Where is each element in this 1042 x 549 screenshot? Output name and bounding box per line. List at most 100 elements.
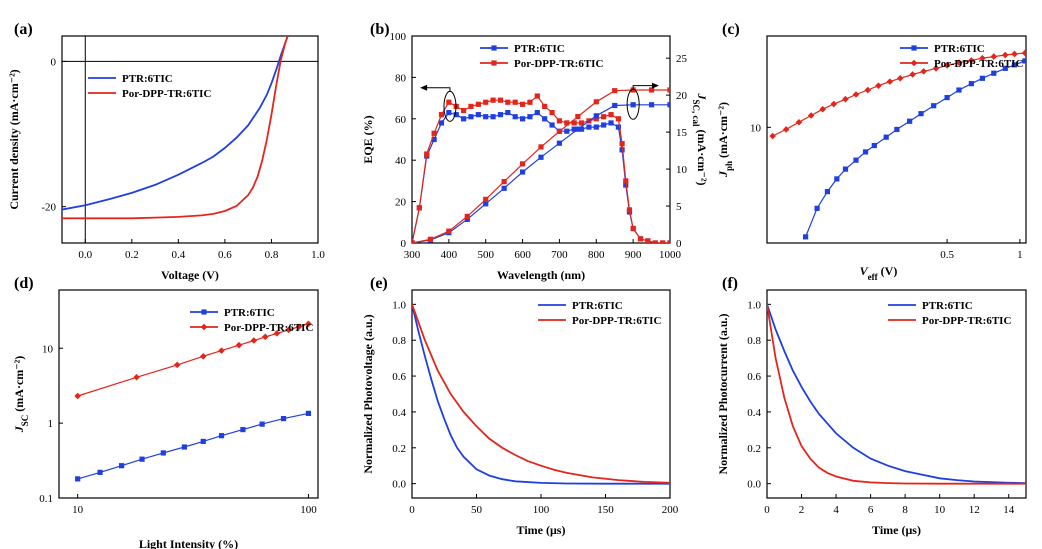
data-point xyxy=(834,176,840,182)
data-point xyxy=(853,157,859,163)
data-point xyxy=(819,105,827,113)
x-tick-label: 2 xyxy=(799,504,805,516)
data-point xyxy=(412,240,415,243)
data-point xyxy=(807,112,815,119)
data-point xyxy=(468,114,474,120)
data-point xyxy=(920,68,927,75)
data-point xyxy=(497,97,504,103)
panel-a: (a) 0.0 0.2 0.4 0.6 0.8 1.0 0 -20 Voltage (V) Curr… xyxy=(7,21,325,282)
data-point xyxy=(626,207,633,213)
y-tick-label: 0.6 xyxy=(392,371,406,383)
data-point xyxy=(862,149,869,155)
y-tick-label: 10 xyxy=(42,343,54,355)
axes-frame xyxy=(766,35,1027,244)
x-tick-label: 800 xyxy=(588,249,605,261)
data-point xyxy=(534,93,540,99)
data-point xyxy=(918,111,924,117)
data-point xyxy=(501,185,507,191)
data-point xyxy=(461,116,467,122)
y-axis-title: Normalized Photovoltage (a.u.) xyxy=(361,314,375,473)
x-tick-label: 0.5 xyxy=(940,249,954,261)
axes-frame xyxy=(766,289,1027,499)
legend: PTR:6TIC Por-DPP-TR:6TIC xyxy=(888,300,1011,327)
data-point xyxy=(648,102,655,108)
y-tick-label: 10 xyxy=(750,122,762,134)
data-point xyxy=(512,99,518,105)
x-tick-label: 100 xyxy=(300,504,317,516)
arrow-right-icon xyxy=(632,85,656,90)
data-point xyxy=(955,59,963,66)
y-tick-label: 1.0 xyxy=(747,299,761,311)
x-tick-label: 50 xyxy=(471,504,483,516)
data-point xyxy=(637,236,644,242)
legend-label: Por-DPP-TR:6TIC xyxy=(572,315,661,327)
data-point xyxy=(601,114,607,120)
x-tick-label: 900 xyxy=(625,249,642,261)
y-axis-title: Jph (mA·cm⁻²) xyxy=(716,102,734,178)
data-point xyxy=(285,326,292,334)
series-line-1 xyxy=(412,303,670,484)
x-tick-label: 0.6 xyxy=(218,249,232,261)
data-point xyxy=(931,103,937,109)
data-point xyxy=(795,118,803,126)
y-tick-label: 0 xyxy=(401,238,407,250)
data-point xyxy=(501,179,507,185)
series-line-0 xyxy=(412,111,670,243)
y-tick-label: 60 xyxy=(395,114,407,126)
data-point xyxy=(160,450,166,456)
data-point xyxy=(875,82,882,90)
data-point xyxy=(280,415,287,422)
y-tick-label: 0.1 xyxy=(39,493,53,505)
data-point xyxy=(173,361,181,369)
data-point xyxy=(549,109,555,116)
legend-marker xyxy=(491,60,497,66)
y-tick-label: -20 xyxy=(41,202,56,214)
y-tick-label: 20 xyxy=(395,197,407,209)
x-tick-label: 500 xyxy=(477,249,494,261)
data-point xyxy=(864,86,872,94)
x-tick-label: 0.8 xyxy=(265,249,279,261)
data-point xyxy=(538,144,544,150)
data-point xyxy=(593,124,599,130)
data-point xyxy=(259,421,265,427)
data-point xyxy=(782,126,790,133)
data-point xyxy=(475,101,481,107)
data-point xyxy=(519,116,526,122)
y-axis-title: EQE (%) xyxy=(361,115,375,163)
data-point xyxy=(619,141,625,147)
data-point xyxy=(593,113,599,119)
series-line-0 xyxy=(805,60,1026,238)
x-tick-label: 0 xyxy=(409,504,415,516)
data-point xyxy=(601,122,607,128)
data-point xyxy=(490,114,496,120)
data-point xyxy=(769,132,776,140)
x-tick-label: 400 xyxy=(441,249,458,261)
data-point xyxy=(615,116,621,122)
y2-tick-label: 20 xyxy=(676,90,688,102)
data-point xyxy=(991,70,997,76)
axes-frame xyxy=(61,35,319,244)
data-point xyxy=(549,122,555,128)
arrow-left-icon xyxy=(422,87,451,92)
panel-b: (b)300 400 500 600 700 800 900 1000020406080100… xyxy=(361,21,709,282)
data-point xyxy=(464,213,470,219)
x-tick-label: 12 xyxy=(969,504,980,516)
data-point xyxy=(612,88,618,94)
data-point xyxy=(468,103,474,109)
data-point xyxy=(446,99,452,105)
x-axis-title: Time (μs) xyxy=(517,523,566,537)
data-point xyxy=(556,140,563,146)
data-point xyxy=(909,71,916,78)
y-tick-label: 0 xyxy=(51,56,57,68)
data-point xyxy=(814,205,820,211)
x-axis-title: Voltage (V) xyxy=(161,268,219,282)
panel-e: (e) 0 50 100 150 200 0.0 0.2 0.4 0.6 0.8 1.0 Time (μ… xyxy=(361,275,679,537)
data-point xyxy=(842,166,849,172)
series-line-0 xyxy=(62,36,289,211)
data-point xyxy=(564,120,570,126)
data-point xyxy=(990,53,998,60)
series-line-1 xyxy=(767,304,1026,485)
legend-marker xyxy=(911,45,917,51)
data-point xyxy=(490,97,496,103)
